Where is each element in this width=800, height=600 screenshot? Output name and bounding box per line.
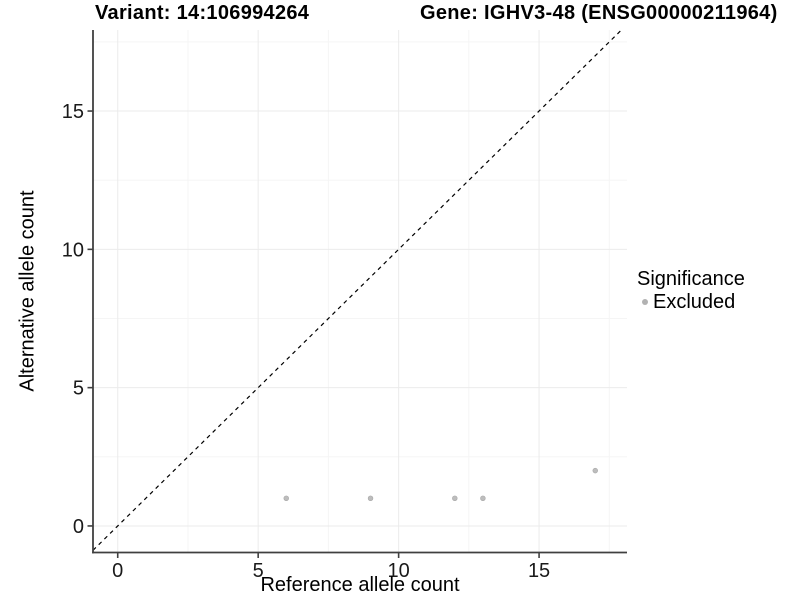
legend-item-excluded: Excluded xyxy=(637,291,745,313)
data-point xyxy=(452,495,458,501)
x-tick-label: 15 xyxy=(528,560,550,582)
y-tick-label: 10 xyxy=(62,239,84,261)
x-tick-label: 0 xyxy=(112,560,123,582)
identity-dashed-line xyxy=(92,29,622,551)
y-axis-title: Alternative allele count xyxy=(16,190,39,392)
legend-point-icon xyxy=(642,299,648,305)
data-point xyxy=(480,495,486,501)
y-tick-label: 0 xyxy=(73,516,84,538)
y-tick-label: 15 xyxy=(62,101,84,123)
legend-title: Significance xyxy=(637,268,745,290)
plot-title-gene: Gene: IGHV3-48 (ENSG00000211964) xyxy=(420,2,778,24)
x-tick-label: 5 xyxy=(253,560,264,582)
legend-item-label: Excluded xyxy=(653,291,736,313)
legend: Significance Excluded xyxy=(637,268,745,313)
x-tick-label: 10 xyxy=(387,560,409,582)
data-point xyxy=(592,467,598,474)
x-axis-title: Reference allele count xyxy=(260,574,460,596)
plot-title-variant: Variant: 14:106994264 xyxy=(95,2,310,24)
y-tick-label: 5 xyxy=(73,378,84,400)
data-point xyxy=(283,495,289,501)
data-point xyxy=(367,495,374,501)
